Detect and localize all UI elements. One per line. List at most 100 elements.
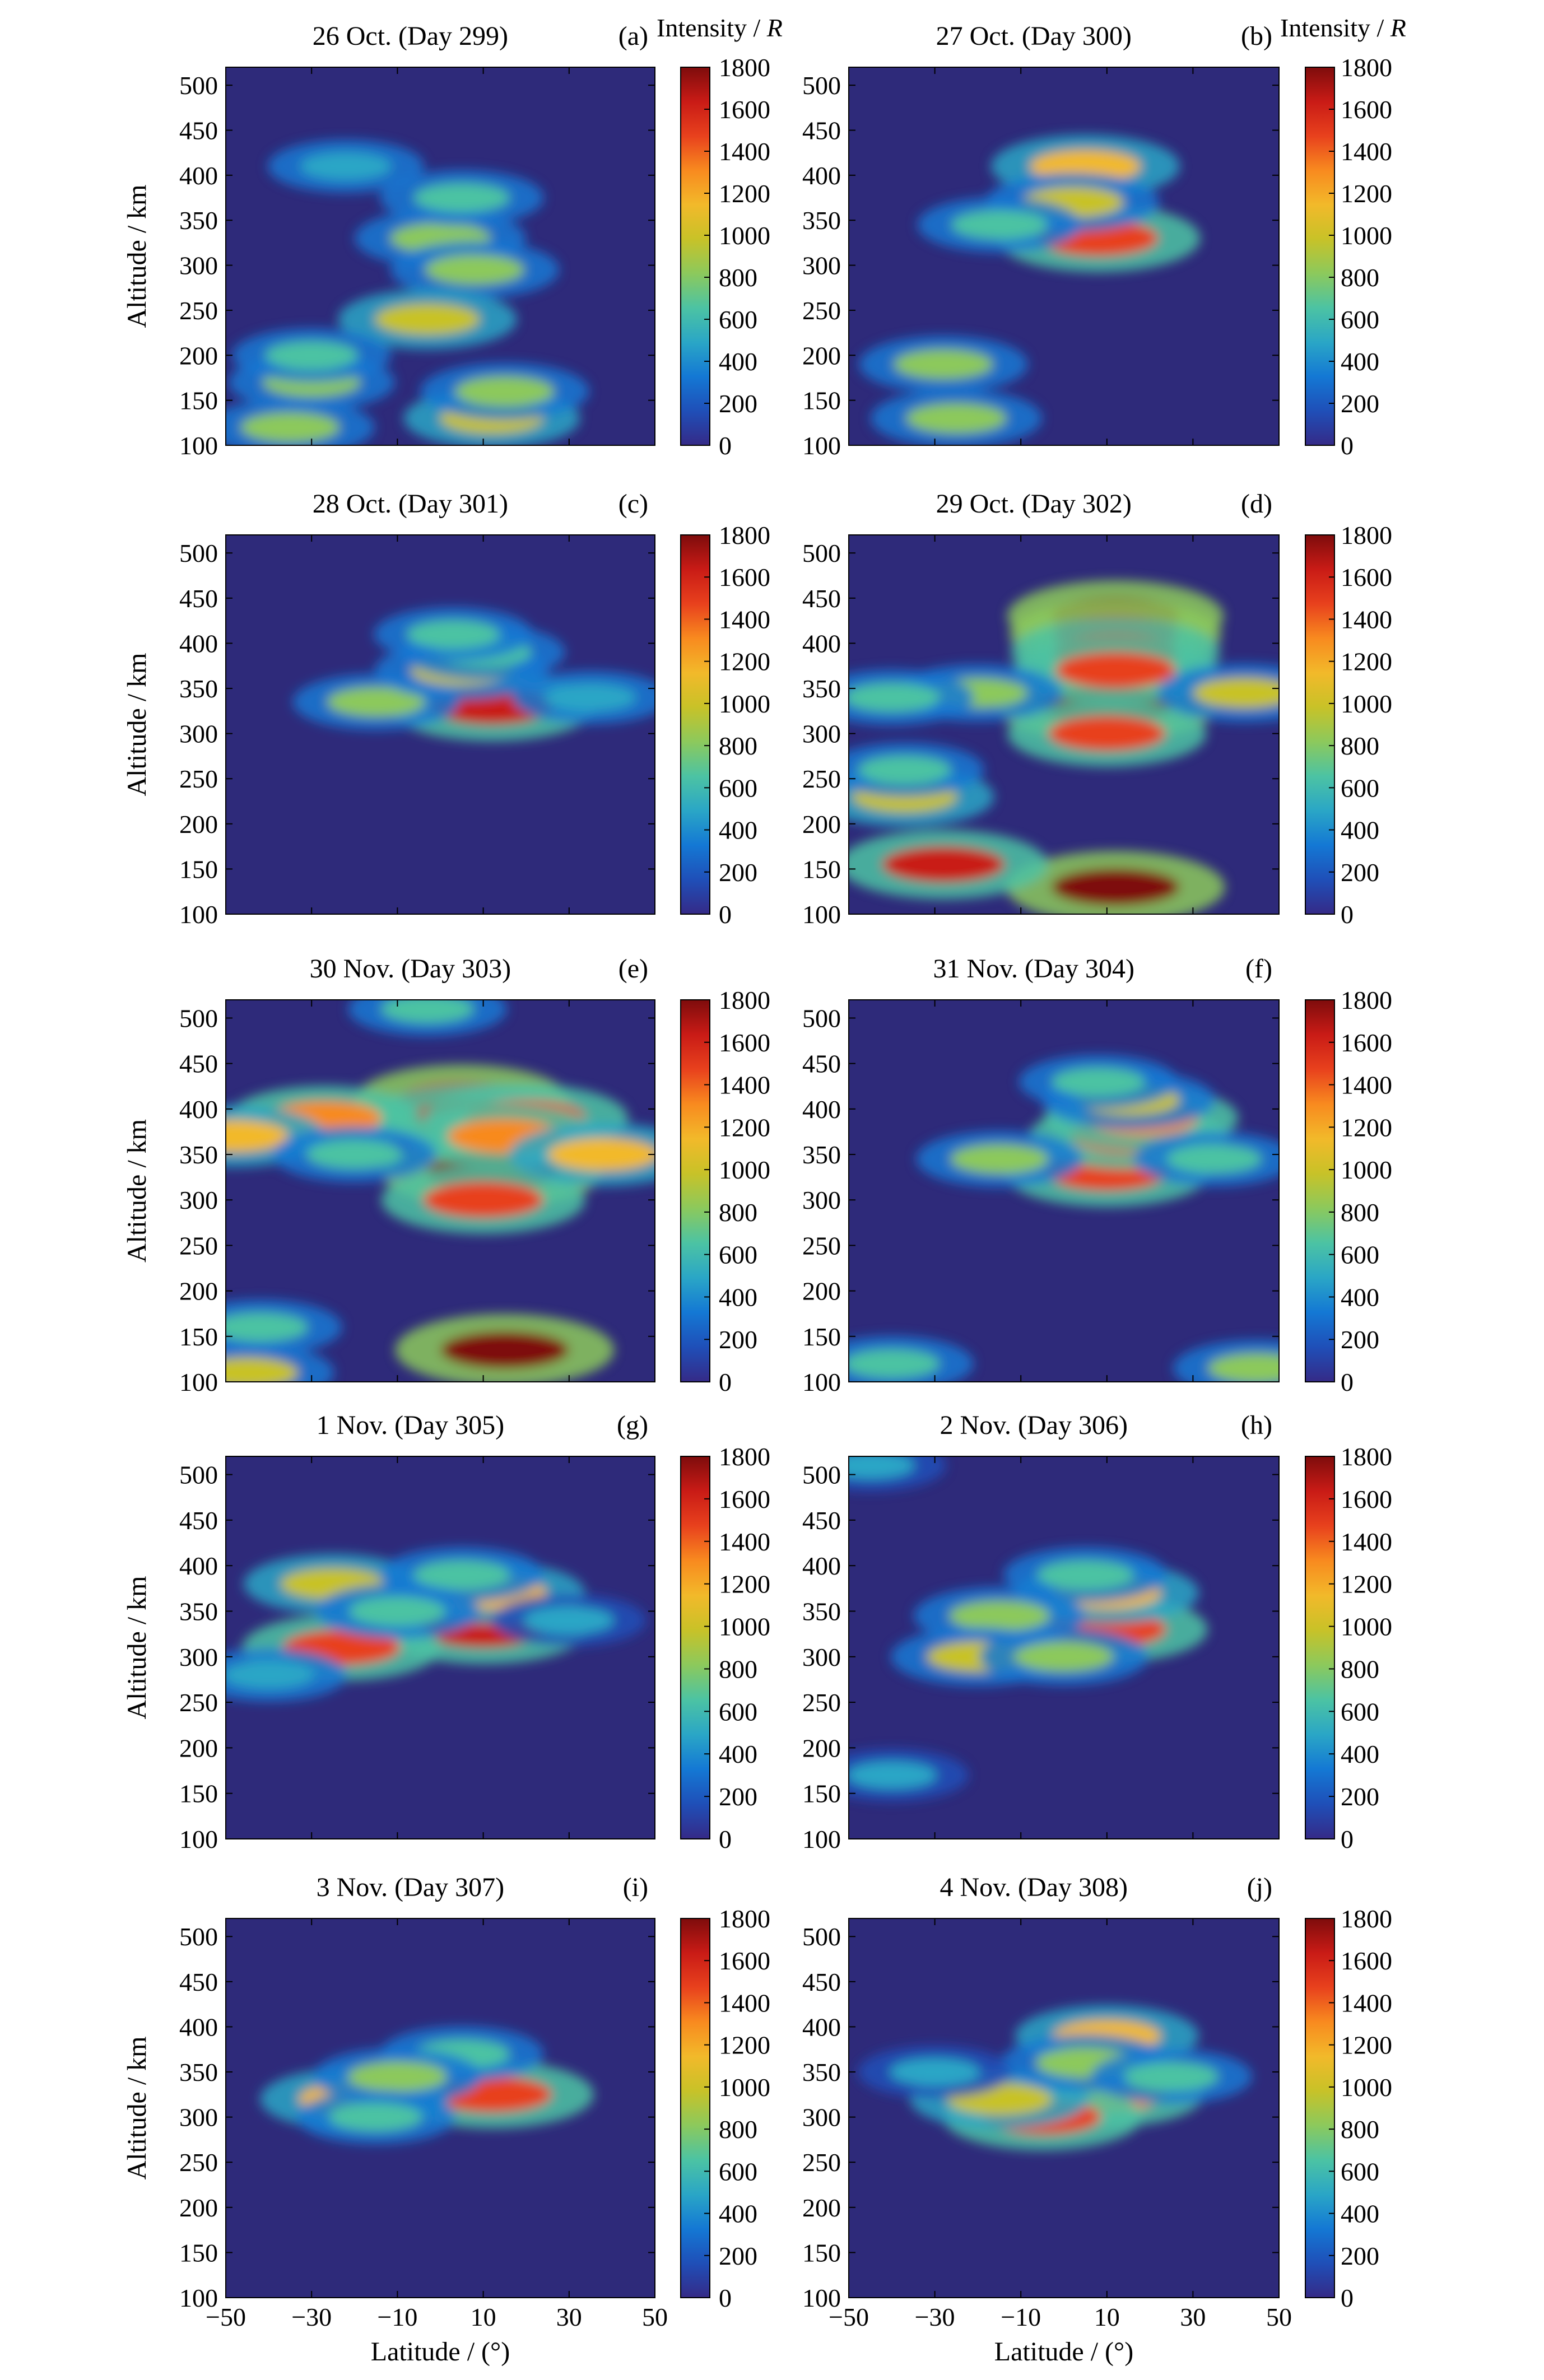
x-axis-label: Latitude / (°) [994,2337,1133,2367]
panel-title: 31 Nov. (Day 304) [933,954,1134,984]
colorbar-tick-label: 600 [719,2157,757,2186]
y-axis-label: Altitude / km [122,2037,152,2180]
feature-core [226,1661,315,1689]
y-tick-label: 300 [802,720,841,748]
y-tick-label: 450 [179,1968,218,1996]
plot-frame [848,67,1280,446]
y-tick-label: 100 [179,431,218,460]
feature-core [406,620,500,649]
colorbar-tick-label: 0 [719,1825,732,1853]
colorbar-tick-label: 0 [719,431,732,460]
panel-d: 100 150 200 250 300 350 400 450 500 29 Oct. (Day … [802,489,1392,929]
y-axis-label: Altitude / km [122,1119,152,1263]
x-axis-label: Latitude / (°) [371,2337,510,2367]
y-tick-label: 350 [179,206,218,235]
y-tick-label: 250 [179,765,218,793]
y-tick-label: 200 [179,1734,218,1762]
feature-core [327,687,425,717]
feature-core [226,1357,299,1382]
panel-letter: (h) [1241,1410,1272,1440]
colorbar-tick-label: 200 [1341,1782,1379,1811]
colorbar [680,999,710,1382]
colorbar-tick-label: 1400 [719,1527,770,1556]
y-tick-label: 150 [179,1322,218,1351]
y-tick-label: 500 [802,1004,841,1032]
feature-core [413,1560,510,1590]
feature-core [849,1349,940,1378]
colorbar-tick-label: 1800 [1341,1904,1392,1933]
x-tick-label: 50 [642,2303,668,2331]
y-tick-label: 400 [179,1552,218,1580]
panel-c: 100 150 200 250 300 350 400 450 500 Altitude / km… [122,489,770,929]
y-tick-label: 350 [802,674,841,703]
colorbar-tick-label: 600 [1341,305,1379,334]
feature-core [425,254,524,285]
colorbar-tick-label: 400 [1341,2200,1379,2228]
plot-frame [225,1918,655,2298]
y-tick-label: 350 [802,206,841,235]
colorbar-tick-label: 1400 [1341,605,1392,634]
feature-core [455,376,555,407]
plot-frame [225,534,655,915]
y-tick-label: 350 [179,2058,218,2086]
feature-core [1014,1641,1114,1672]
colorbar-tick-label: 600 [1341,1241,1379,1269]
feature-core [264,341,359,370]
colorbar-tick-label: 1000 [1341,1156,1392,1184]
feature-core [545,683,637,712]
y-tick-label: 350 [802,1597,841,1626]
colorbar-tick-label: 0 [1341,2284,1354,2312]
feature-core [1208,1353,1279,1382]
feature-core [882,846,1005,883]
panel-b: 100 150 200 250 300 350 400 450 500 27 Oct. (Day … [802,13,1406,460]
colorbar-tick-label: 800 [719,2115,757,2144]
y-tick-label: 500 [179,1461,218,1489]
colorbar-tick-label: 800 [1341,263,1379,292]
y-tick-label: 400 [802,1552,841,1580]
x-tick-label: −30 [291,2303,332,2331]
colorbar-tick-label: 600 [719,1241,757,1269]
colorbar-tick-label: 0 [1341,900,1354,929]
y-tick-label: 100 [802,431,841,460]
colorbar-tick-label: 1000 [1341,221,1392,250]
y-tick-label: 300 [179,251,218,280]
colorbar [680,67,710,446]
feature-core [1051,868,1180,906]
colorbar-tick-label: 400 [1341,1283,1379,1311]
y-tick-label: 400 [179,2013,218,2041]
y-tick-label: 100 [179,900,218,929]
y-tick-label: 450 [802,1050,841,1078]
heatmap-features [226,139,589,445]
colorbar-tick-label: 400 [719,1740,757,1768]
colorbar-header-unit: R [766,13,783,42]
plot-frame [225,1456,655,1839]
colorbar-tick-label: 200 [719,2242,757,2270]
feature-core [413,183,510,213]
colorbar-tick-label: 1800 [719,1442,770,1471]
y-tick-label: 150 [802,386,841,415]
panel-title: 2 Nov. (Day 306) [940,1410,1127,1440]
y-tick-label: 450 [802,117,841,145]
colorbar-header-text: Intensity / [1280,13,1390,42]
colorbar [1305,1456,1335,1839]
colorbar-tick-label: 1800 [719,521,770,549]
colorbar-tick-label: 1400 [719,137,770,166]
colorbar-tick-label: 1600 [1341,1946,1392,1975]
colorbar-tick-label: 1200 [1341,179,1392,208]
y-tick-label: 150 [802,2238,841,2267]
colorbar-tick-label: 1600 [1341,1028,1392,1057]
plot-frame [225,999,655,1382]
x-tick-label: −10 [1001,2303,1041,2331]
panel-letter: (f) [1245,954,1272,984]
colorbar-tick-label: 1600 [1341,95,1392,124]
colorbar-tick-label: 1400 [1341,1071,1392,1100]
colorbar-tick-label: 0 [719,2284,732,2312]
feature-core [1055,652,1176,688]
y-tick-label: 250 [802,1688,841,1717]
colorbar-tick-label: 1800 [719,53,770,82]
x-tick-label: −50 [206,2303,246,2331]
colorbar-tick-label: 600 [719,305,757,334]
colorbar-tick-label: 1200 [719,1570,770,1599]
y-tick-label: 350 [179,674,218,703]
